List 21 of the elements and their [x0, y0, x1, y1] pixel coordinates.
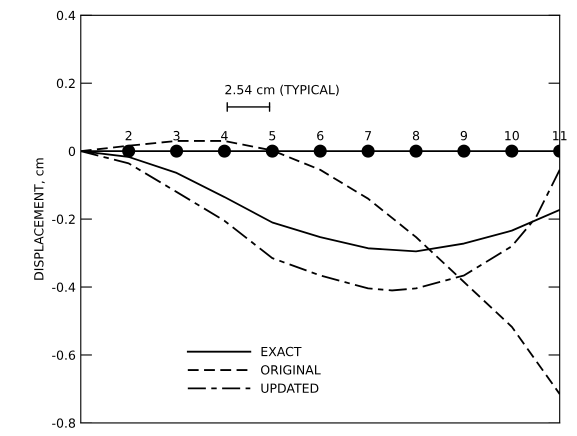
x-tick-label: 4	[221, 131, 228, 140]
y-tick-label: -0.4	[52, 282, 76, 292]
legend-label: UPDATED	[261, 384, 318, 393]
y-tick-label: -0.8	[52, 418, 76, 428]
y-axis-title: DISPLACEMENT, cm	[34, 158, 45, 280]
x-tick-label: 3	[174, 130, 180, 140]
y-tick-label: -0.6	[52, 350, 76, 360]
y-tick-label: 0.2	[56, 78, 75, 88]
x-tick-label: 9	[460, 130, 468, 140]
x-tick-label: 2	[126, 130, 132, 140]
x-tick-label: 7	[365, 131, 372, 140]
x-tick-label: 8	[412, 130, 420, 140]
x-tick-label: 5	[269, 131, 276, 140]
x-tick-label: 6	[317, 130, 324, 140]
legend-label: ORIGINAL	[261, 365, 321, 375]
y-tick-label: -0.2	[52, 214, 75, 224]
y-tick-label: 0.4	[56, 10, 76, 20]
x-tick-label: 10	[505, 130, 519, 140]
annotation: 2.54 cm (TYPICAL)	[225, 84, 339, 96]
legend-label: EXACT	[262, 346, 302, 356]
y-tick-label: 0	[68, 146, 76, 156]
